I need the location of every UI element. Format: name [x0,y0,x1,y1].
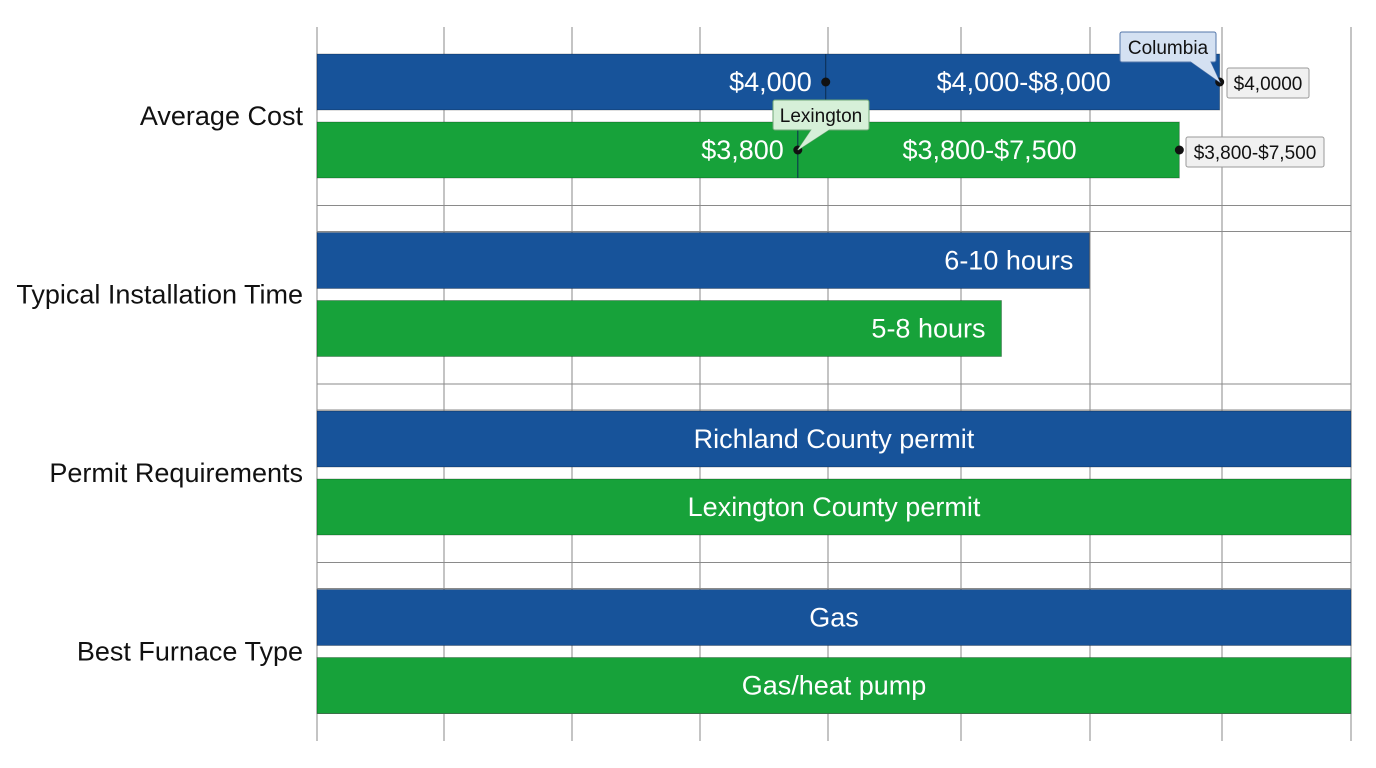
bar-green [316,478,1352,536]
category-labels: Average Cost Typical Installation Time Per… [16,101,303,667]
value-callout-end-blue: $4,0000 [1226,67,1310,99]
bar-blue [316,232,1090,289]
annotations: $4,000 $3,800 Columbia $4,0000 Lexington $3,8… [701,31,1325,178]
bar-value-label: Lexington County permit [688,492,981,522]
callout-tail-cover [797,129,830,150]
category-label: Best Furnace Type [77,637,303,667]
callout-text: $4,0000 [1234,74,1303,95]
callout-text: Lexington [780,106,862,127]
bar-value-label: $4,000-$8,000 [937,67,1111,97]
bars [316,53,1352,714]
bar-blue [316,410,1352,468]
value-callout-end-green: $3,800-$7,500 [1185,136,1325,168]
bar-value-label: Gas [809,603,859,633]
callout-tail-cover [1190,61,1220,82]
bar-value-label: 5-8 hours [871,314,985,344]
callout-box [1226,67,1310,99]
bar-value-label: Richland County permit [694,424,975,454]
callout-box [1119,31,1217,63]
bar-blue [316,53,1221,111]
range-start-label: $3,800 [701,135,784,165]
series-callout-green: Lexington [772,99,870,151]
callout-box [1185,136,1325,168]
bar-green [316,657,1352,714]
category-label: Average Cost [140,101,304,131]
category-label: Permit Requirements [49,458,303,488]
bar-value-label: $3,800-$7,500 [903,135,1077,165]
bar-green [316,121,1180,179]
bar-value-label: Gas/heat pump [742,671,927,701]
bar-value-label: 6-10 hours [944,246,1073,276]
bar-blue [316,589,1352,646]
marker-dot [1174,145,1184,155]
category-label: Typical Installation Time [16,280,303,310]
marker-dot [821,77,831,87]
bar-green [316,300,1003,357]
range-start-label: $4,000 [729,67,812,97]
bar-labels: $4,000-$8,000 6-10 hours Richland County p… [688,67,1111,701]
series-callout-blue: Columbia [1119,31,1221,84]
callout-text: Columbia [1128,38,1209,59]
callout-text: $3,800-$7,500 [1194,143,1317,164]
